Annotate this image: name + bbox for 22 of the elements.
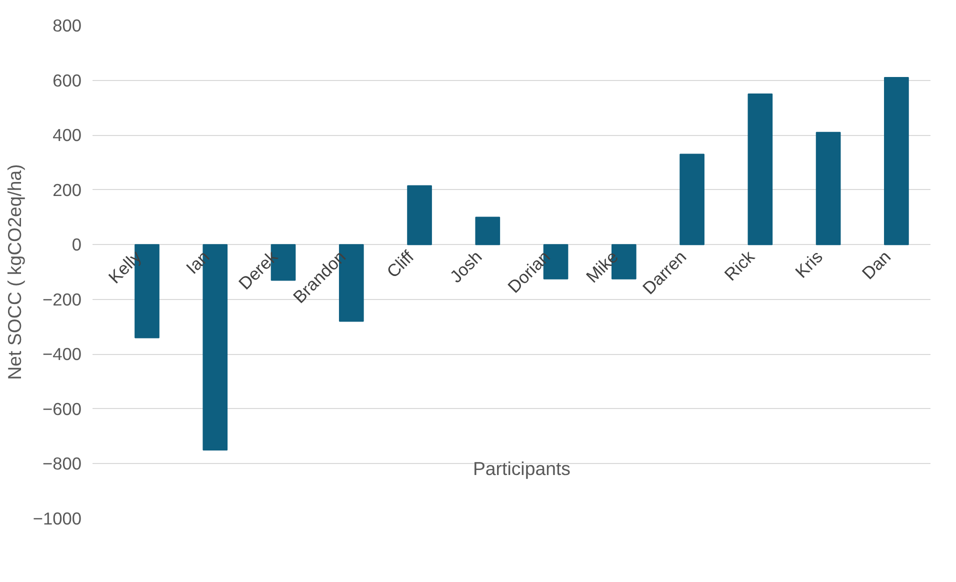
y-tick-label: −200 [42, 289, 82, 310]
y-tick-label: 800 [52, 16, 82, 36]
y-tick-label: −1000 [32, 508, 82, 528]
x-tick-label: Cliff [382, 246, 418, 282]
bar [680, 154, 704, 246]
y-tick-label: −800 [42, 454, 82, 474]
x-tick-label: Ian [182, 246, 214, 278]
bar [884, 77, 909, 246]
bar [748, 93, 773, 246]
bar [816, 132, 841, 246]
x-tick-label: Dan [858, 246, 895, 284]
bar [407, 185, 432, 246]
y-tick-label: 0 [72, 234, 82, 255]
bar [475, 216, 500, 246]
y-tick-label: −400 [42, 344, 82, 364]
y-axis-title: Net SOCC ( kgCO2eq/ha) [4, 164, 25, 380]
x-axis-title: Participants [472, 458, 570, 480]
x-tick-label: Kris [791, 246, 827, 282]
y-tick-label: 400 [52, 125, 82, 146]
y-tick-label: 600 [52, 70, 82, 90]
y-tick-label: 200 [52, 180, 82, 200]
y-tick-label: −600 [42, 398, 82, 419]
